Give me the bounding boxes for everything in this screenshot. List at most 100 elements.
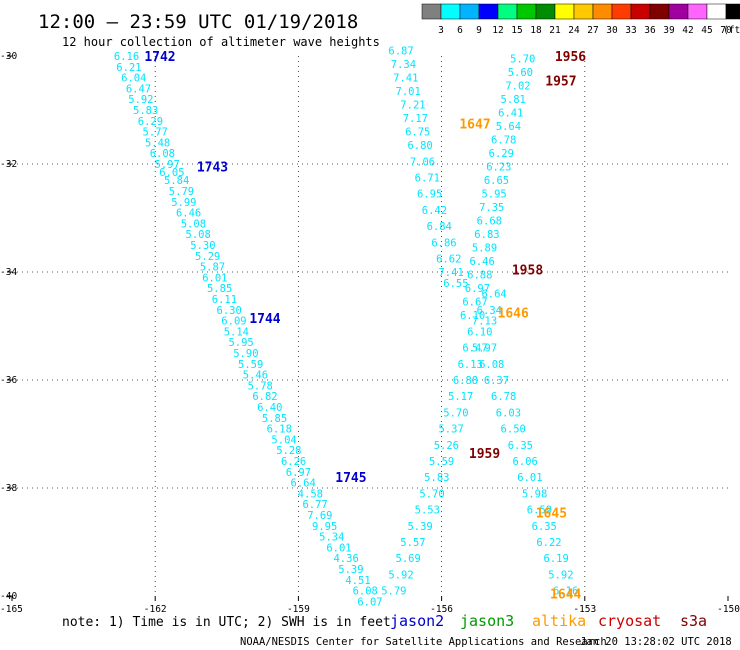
pass-time-label: 1644 — [550, 587, 581, 602]
swh-point: 4.51 — [345, 575, 370, 587]
swh-point: 6.78 — [491, 135, 516, 147]
swh-point: 6.04 — [121, 73, 146, 85]
swh-point: 6.78 — [491, 391, 516, 403]
swh-point: 6.68 — [477, 216, 502, 228]
colorbar-swatch — [440, 3, 461, 20]
swh-point: 5.95 — [481, 189, 506, 201]
swh-point: 5.29 — [195, 251, 220, 263]
swh-point: 6.18 — [267, 424, 292, 436]
swh-point: 6.16 — [114, 51, 139, 63]
swh-point: 6.67 — [462, 297, 487, 309]
colorbar-tick-label: 12 — [492, 25, 503, 36]
swh-point: 5.26 — [434, 440, 459, 452]
swh-point: 6.05 — [159, 167, 184, 179]
swh-point: 4.58 — [298, 488, 323, 500]
pass-time-label: 1958 — [512, 263, 543, 278]
swh-point: 5.37 — [438, 424, 463, 436]
footer-timestamp: Jan 20 13:28:02 UTC 2018 — [580, 636, 732, 648]
swh-point: 6.21 — [116, 62, 141, 74]
swh-point: 6.82 — [252, 391, 277, 403]
colorbar-swatch — [706, 3, 727, 20]
pass-time-label: 1956 — [555, 50, 586, 65]
pass-time-label: 1646 — [498, 307, 529, 322]
colorbar-swatch — [459, 3, 480, 20]
swh-point: 5.60 — [508, 67, 533, 79]
colorbar-tick-label: 9 — [476, 25, 482, 36]
swh-point: 6.41 — [498, 108, 523, 120]
legend-item: jason3 — [460, 612, 514, 630]
swh-point: 5.04 — [271, 434, 296, 446]
swh-point: 6.35 — [508, 440, 533, 452]
swh-point: 7.41 — [438, 267, 463, 279]
colorbar-tick-label: 33 — [625, 25, 636, 36]
satellite-pass-labels: 1742 1743 1744 1745 1647 1646 1645 1644 1956 1957… — [144, 50, 586, 602]
swh-point: 5.17 — [448, 391, 473, 403]
swh-point: 6.42 — [422, 205, 447, 217]
colorbar-tick-label: 27 — [587, 25, 598, 36]
swh-point: 6.47 — [462, 343, 487, 355]
swh-point: 6.97 — [465, 283, 490, 295]
swh-point: 6.19 — [544, 553, 569, 565]
colorbar-swatch — [725, 3, 740, 20]
plot-area: -165 -162 -159 -156 -153 -150 -30 -32 -34 -36 -38 -… — [0, 46, 740, 615]
swh-point: 6.65 — [484, 175, 509, 187]
swh-point: 6.10 — [460, 310, 485, 322]
satellite-legend: jason2 jason3 altika cryosat s3a — [390, 612, 707, 630]
legend-item: altika — [532, 612, 586, 630]
colorbar-swatch — [516, 3, 537, 20]
swh-point: 5.59 — [429, 456, 454, 468]
swh-point: 7.41 — [393, 73, 418, 85]
chart-subtitle: 12 hour collection of altimeter wave hei… — [62, 35, 380, 49]
colorbar-swatch — [668, 3, 689, 20]
colorbar-tick-label: 21 — [549, 25, 561, 36]
x-tick-label: -150 — [717, 604, 740, 615]
swh-point: 5.92 — [388, 569, 413, 581]
swh-point: 7.21 — [400, 100, 425, 112]
swh-point: 6.08 — [150, 148, 175, 160]
colorbar-swatch — [497, 3, 518, 20]
colorbar-swatch — [554, 3, 575, 20]
colorbar-swatch — [421, 3, 442, 20]
swh-point: 5.81 — [501, 94, 526, 106]
swh-point: 6.10 — [467, 326, 492, 338]
swh-point: 6.80 — [407, 140, 432, 152]
colorbar-tick-label: 6 — [457, 25, 463, 36]
colorbar-swatch — [649, 3, 670, 20]
swh-point: 6.29 — [489, 148, 514, 160]
swh-point: 5.97 — [472, 343, 497, 355]
swh-point: 5.92 — [128, 94, 153, 106]
y-tick-label: -34 — [0, 267, 17, 278]
swh-point: 6.46 — [470, 256, 495, 268]
swh-point: 6.88 — [453, 375, 478, 387]
colorbar-tick-label: 15 — [511, 25, 522, 36]
swh-point: 5.79 — [381, 586, 406, 598]
colorbar-swatch — [611, 3, 632, 20]
swh-point: 6.22 — [536, 537, 561, 549]
swh-point: 5.64 — [496, 121, 521, 133]
swh-point: 5.97 — [154, 159, 179, 171]
swh-point: 6.84 — [427, 221, 452, 233]
swh-point: 6.26 — [281, 456, 306, 468]
colorbar-swatch — [535, 3, 556, 20]
swh-point: 6.37 — [484, 375, 509, 387]
swh-point: 5.87 — [200, 262, 225, 274]
swh-point: 6.29 — [138, 116, 163, 128]
pass-time-label: 1647 — [459, 118, 490, 133]
swh-point: 6.13 — [458, 359, 483, 371]
colorbar-tick-label: 45 — [701, 25, 712, 36]
colorbar-swatch — [687, 3, 708, 20]
swh-point: 7.69 — [307, 510, 332, 522]
colorbar-tick-label: 39 — [663, 25, 675, 36]
swh-point: 9.95 — [312, 521, 337, 533]
swh-point: 6.01 — [326, 542, 351, 554]
swh-point: 5.08 — [186, 229, 211, 241]
swh-point: 6.64 — [291, 478, 316, 490]
colorbar-tick-label: 3 — [438, 25, 444, 36]
swh-point: 6.83 — [474, 229, 499, 241]
swh-point: 5.98 — [522, 488, 547, 500]
colorbar-tick-label: 18 — [530, 25, 542, 36]
swh-point: 5.53 — [415, 505, 440, 517]
